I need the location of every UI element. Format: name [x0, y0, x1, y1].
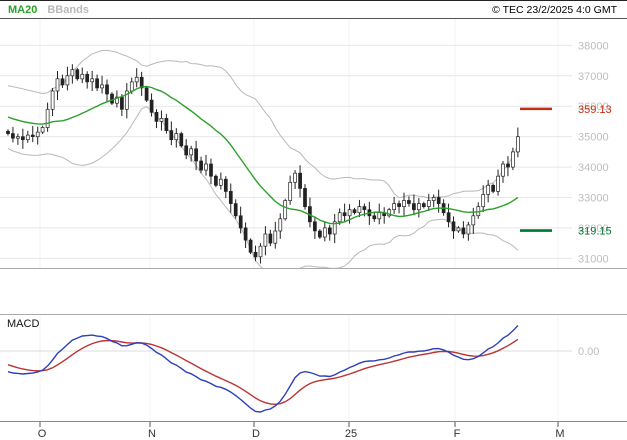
copyright-text: © TEC 23/2/2025 4:0 GMT: [492, 3, 617, 16]
svg-text:25: 25: [345, 428, 357, 440]
chart-header: MA20 BBands © TEC 23/2/2025 4:0 GMT: [0, 1, 627, 18]
svg-text:31000: 31000: [578, 253, 609, 265]
macd-panel-label: MACD: [7, 318, 40, 330]
x-axis: O N D 25 F M: [0, 422, 627, 440]
svg-text:37000: 37000: [578, 71, 609, 83]
svg-text:34000: 34000: [578, 162, 609, 174]
svg-text:319.15: 319.15: [578, 226, 612, 238]
svg-text:N: N: [148, 428, 156, 440]
svg-text:36000: 36000: [578, 101, 609, 113]
svg-text:M: M: [555, 428, 564, 440]
svg-text:32000: 32000: [578, 223, 609, 235]
svg-text:F: F: [454, 428, 461, 440]
svg-text:35000: 35000: [578, 132, 609, 144]
svg-text:38000: 38000: [578, 40, 609, 52]
legend-item-ma20: MA20: [8, 3, 38, 16]
svg-text:33000: 33000: [578, 193, 609, 205]
legend: MA20 BBands: [8, 4, 89, 16]
svg-text:0.00: 0.00: [578, 346, 599, 358]
macd-panel: 0.00: [0, 314, 627, 422]
svg-text:D: D: [252, 428, 260, 440]
legend-item-bbands: BBands: [47, 3, 89, 16]
svg-text:O: O: [38, 428, 47, 440]
svg-text:359.13: 359.13: [578, 104, 612, 116]
price-panel: 38000 37000 36000 35000 34000 33000 32000 31000…: [0, 18, 627, 269]
